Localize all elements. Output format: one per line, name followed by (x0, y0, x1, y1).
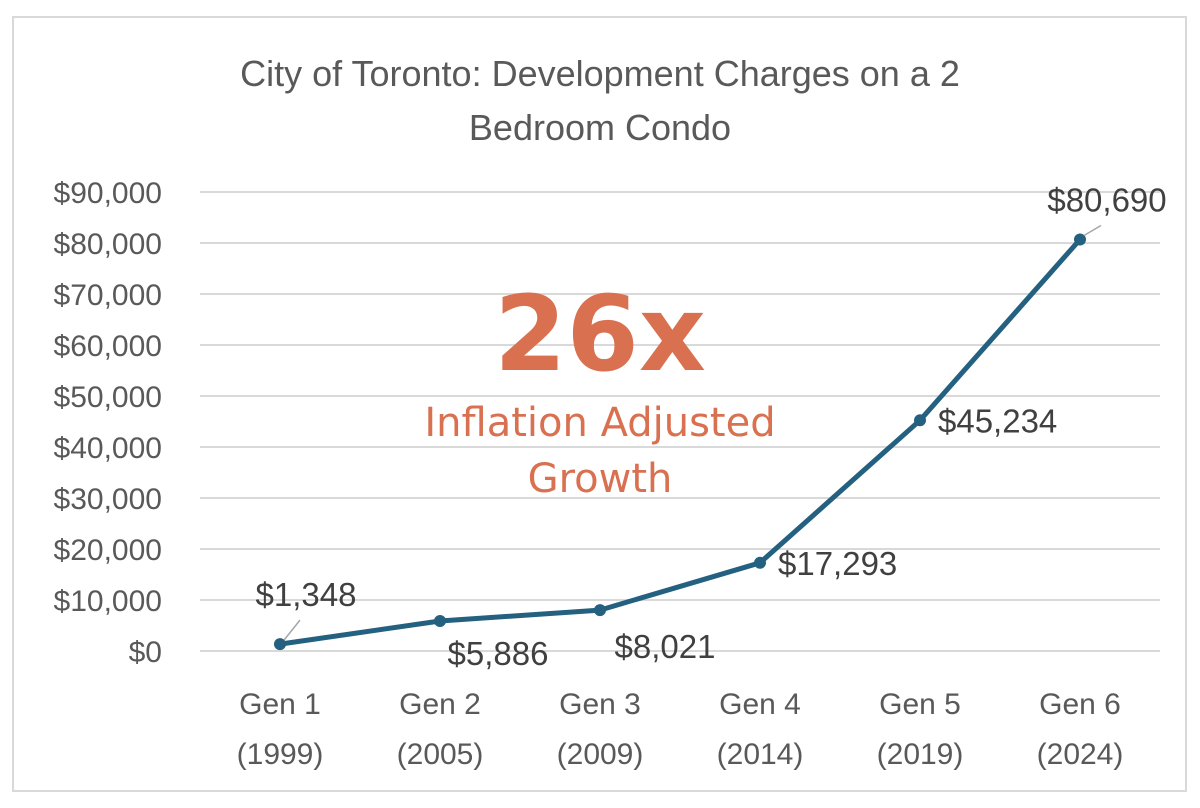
x-tick-label: (1999) (237, 738, 324, 771)
x-tick-label: (2024) (1037, 738, 1124, 771)
data-point-marker (754, 556, 766, 569)
y-tick-label: $20,000 (54, 534, 162, 567)
data-point-marker (914, 414, 926, 427)
x-tick-label: (2014) (717, 738, 804, 771)
gridlines (200, 191, 1160, 652)
y-tick-label: $10,000 (54, 585, 162, 618)
x-tick-label: Gen 1 (239, 688, 321, 721)
x-tick-label: Gen 4 (719, 688, 801, 721)
data-label: $45,234 (938, 402, 1057, 439)
data-label: $5,886 (448, 635, 549, 672)
x-tick-label: (2009) (557, 738, 644, 771)
chart-title-line-1: City of Toronto: Development Charges on … (240, 53, 960, 94)
x-axis-ticks: Gen 1 (1999) Gen 2 (2005) Gen 3 (2009) Gen 4 (2… (237, 688, 1124, 771)
y-tick-label: $50,000 (54, 381, 162, 414)
data-label: $80,690 (1047, 181, 1166, 218)
data-point-marker (274, 638, 286, 651)
y-tick-label: $0 (129, 636, 162, 669)
data-point-marker (1074, 233, 1086, 246)
y-tick-label: $80,000 (54, 228, 162, 261)
data-point-marker (434, 614, 446, 627)
chart-frame (12, 16, 1187, 792)
growth-subtitle-line-1: Inflation Adjusted (424, 400, 775, 446)
growth-multiplier: 26x (494, 273, 706, 395)
x-tick-label: Gen 5 (879, 688, 961, 721)
data-label: $1,348 (256, 576, 357, 613)
data-point-marker (594, 604, 606, 617)
y-tick-label: $90,000 (54, 177, 162, 210)
y-tick-label: $70,000 (54, 279, 162, 312)
data-labels: $1,348 $5,886 $8,021 $17,293 $45,234 $80,690 (256, 181, 1167, 672)
series-development-charges (274, 233, 1086, 651)
growth-subtitle-line-2: Growth (528, 456, 673, 502)
y-tick-label: $40,000 (54, 432, 162, 465)
x-tick-label: Gen 6 (1039, 688, 1121, 721)
y-tick-label: $30,000 (54, 483, 162, 516)
x-tick-label: (2005) (397, 738, 484, 771)
x-tick-label: (2019) (877, 738, 964, 771)
data-label: $17,293 (778, 545, 897, 582)
y-tick-label: $60,000 (54, 330, 162, 363)
y-axis-ticks: $0 $10,000 $20,000 $30,000 $40,000 $50,000 $60… (54, 177, 162, 669)
x-tick-label: Gen 3 (559, 688, 641, 721)
label-leader-line (283, 619, 301, 641)
x-tick-label: Gen 2 (399, 688, 481, 721)
label-leader-line (1083, 224, 1102, 237)
data-label: $8,021 (615, 628, 716, 665)
chart-title-line-2: Bedroom Condo (469, 107, 731, 148)
series-line (277, 236, 1083, 647)
